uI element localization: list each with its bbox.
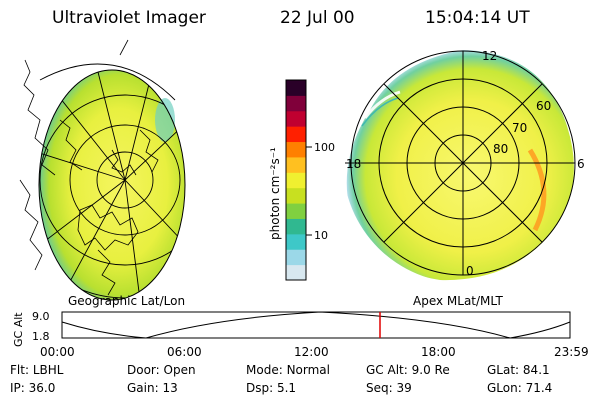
colorbar-swatch (286, 249, 306, 266)
time-label: 15:04:14 UT (425, 8, 530, 28)
altitude-xtick-2359: 23:59 (554, 345, 589, 359)
colorbar-swatch (286, 141, 306, 158)
status-mode: Mode: Normal (246, 363, 330, 377)
lat-label-80: 80 (493, 142, 508, 156)
altitude-ytick-max: 9.0 (32, 310, 50, 323)
status-gain: Gain: 13 (127, 381, 178, 395)
status-gc-alt: GC Alt: 9.0 Re (366, 363, 450, 377)
altitude-plot: GC Alt 9.0 1.8 00:00 06:00 12:00 18:00 2… (12, 310, 589, 359)
status-glon: GLon: 71.4 (487, 381, 553, 395)
auroral-bright-arc (527, 148, 547, 232)
altitude-ytick-min: 1.8 (32, 330, 50, 343)
globe-limb (38, 69, 186, 301)
left-panel-label: Geographic Lat/Lon (68, 294, 185, 308)
colorbar-swatches (286, 80, 306, 281)
colorbar-swatch (286, 187, 306, 204)
colorbar-tick-10: 10 (314, 229, 328, 242)
status-glat: GLat: 84.1 (487, 363, 550, 377)
colorbar-swatch (286, 264, 306, 281)
altitude-ylabel: GC Alt (12, 312, 25, 347)
coastlines (19, 59, 159, 296)
dayside-edge (155, 98, 175, 142)
mlt-label-0: 0 (466, 264, 474, 278)
colorbar-swatch (286, 110, 306, 127)
status-ip: IP: 36.0 (10, 381, 56, 395)
colorbar-swatch (286, 203, 306, 219)
colorbar-swatch (286, 95, 306, 112)
status-seq: Seq: 39 (366, 381, 412, 395)
mlt-label-6: 6 (577, 157, 585, 171)
status-door: Door: Open (127, 363, 196, 377)
altitude-curve (61, 311, 571, 339)
magnetic-grid (345, 50, 576, 276)
lat-label-60: 60 (536, 99, 551, 113)
mlt-label-18: 18 (346, 157, 361, 171)
colorbar-swatch (286, 172, 306, 189)
colorbar-frame (285, 79, 307, 281)
colorbar-tick-100: 100 (314, 141, 335, 154)
colorbar-swatch (286, 126, 306, 143)
colorbar-swatch (286, 218, 306, 235)
lat-label-70: 70 (512, 121, 527, 135)
altitude-xtick-1800: 18:00 (421, 345, 456, 359)
altitude-xtick-0000: 00:00 (40, 345, 75, 359)
geographic-image (19, 39, 186, 301)
status-dsp: Dsp: 5.1 (246, 381, 297, 395)
mlt-label-12: 12 (482, 49, 497, 63)
colorbar-swatch (286, 156, 306, 173)
altitude-xtick-0600: 06:00 (167, 345, 202, 359)
colorbar-swatch (286, 233, 306, 250)
magnetic-image: 12 18 6 0 60 70 80 (345, 49, 585, 281)
altitude-xtick-1200: 12:00 (294, 345, 329, 359)
colorbar-swatch (286, 80, 306, 96)
right-panel-label: Apex MLat/MLT (413, 294, 503, 308)
geographic-emission-disc (39, 70, 185, 300)
colorbar-unit-label: photon cm⁻²s⁻¹ (268, 147, 282, 240)
app-title: Ultraviolet Imager (52, 8, 206, 28)
colorbar: 100 10 photon cm⁻²s⁻¹ (268, 79, 335, 281)
date-label: 22 Jul 00 (280, 8, 355, 28)
status-flt: Flt: LBHL (10, 363, 64, 377)
